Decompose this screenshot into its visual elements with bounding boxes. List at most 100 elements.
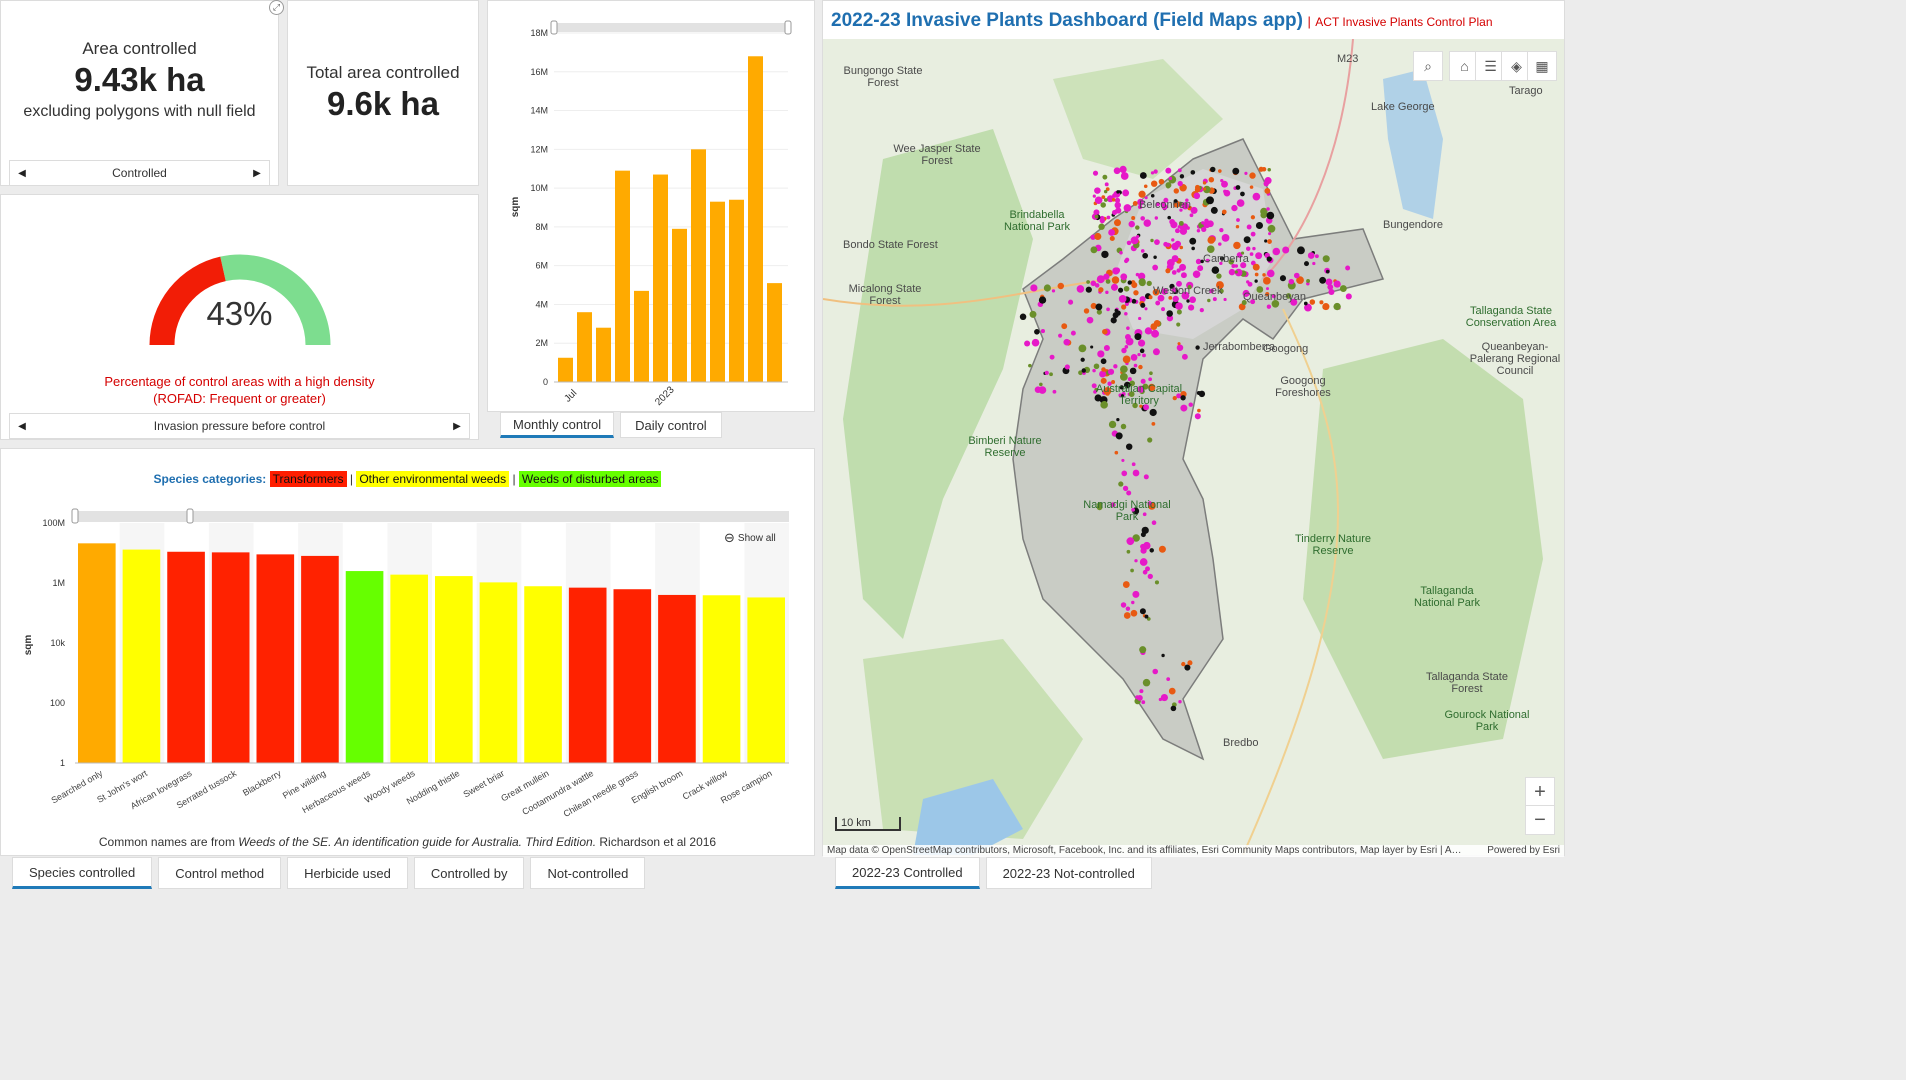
tab-species-controlled[interactable]: Species controlled: [12, 857, 153, 889]
chart-scrollbar[interactable]: [75, 511, 789, 522]
control-point: [1129, 367, 1137, 375]
control-point: [1064, 364, 1070, 370]
nav-next-icon[interactable]: ▶: [253, 167, 261, 179]
control-point: [1293, 272, 1300, 279]
map-plan-link[interactable]: ACT Invasive Plants Control Plan: [1315, 15, 1493, 29]
chart-scrollbar[interactable]: [554, 23, 788, 32]
control-point: [1131, 216, 1136, 221]
control-point: [1100, 202, 1106, 208]
tab-control-method[interactable]: Control method: [158, 857, 282, 889]
species-bar[interactable]: [345, 571, 384, 763]
control-point: [1180, 404, 1188, 412]
control-point: [1217, 169, 1222, 173]
monthly-bar[interactable]: [653, 174, 668, 382]
species-bar[interactable]: [435, 576, 473, 763]
tab-not-controlled[interactable]: Not-controlled: [530, 857, 646, 889]
monthly-bar[interactable]: [634, 290, 649, 382]
map-zoom-in-button[interactable]: +: [1525, 777, 1555, 807]
monthly-bar[interactable]: [577, 312, 592, 382]
map-place-label: Lake George: [1371, 101, 1435, 113]
show-all-button[interactable]: ⊖ Show all: [724, 530, 776, 546]
scroll-handle-start[interactable]: [71, 508, 79, 524]
tab-controlled-by[interactable]: Controlled by: [413, 857, 525, 889]
control-point: [1107, 368, 1115, 375]
species-bar[interactable]: [658, 594, 696, 763]
control-point: [1138, 272, 1146, 280]
control-point: [1132, 201, 1138, 206]
control-point: [1265, 287, 1270, 291]
tab-daily-control[interactable]: Daily control: [620, 412, 722, 438]
tab-herbicide-used[interactable]: Herbicide used: [287, 857, 408, 889]
control-point: [1116, 190, 1120, 194]
control-point: [1165, 167, 1172, 174]
map-zoom-out-button[interactable]: −: [1525, 805, 1555, 835]
control-point: [1142, 678, 1151, 687]
control-point: [1176, 344, 1184, 351]
footnote-source: Weeds of the SE. An identification guide…: [238, 835, 597, 849]
control-point: [1219, 256, 1225, 261]
tab-2022-23-not-controlled[interactable]: 2022-23 Not-controlled: [985, 857, 1152, 889]
control-point: [1155, 201, 1160, 207]
nav-prev-icon[interactable]: ◀: [18, 420, 26, 432]
control-point: [1245, 246, 1251, 251]
control-point: [1246, 280, 1250, 284]
monthly-bar[interactable]: [596, 327, 611, 382]
species-bar[interactable]: [479, 582, 518, 763]
species-bar[interactable]: [122, 549, 161, 763]
species-bar[interactable]: [524, 586, 562, 763]
expand-icon[interactable]: ⤢: [269, 0, 284, 15]
control-point: [1325, 278, 1333, 286]
species-bar[interactable]: [747, 597, 785, 763]
map-home-button[interactable]: ⌂: [1449, 51, 1479, 81]
tab-monthly-control[interactable]: Monthly control: [500, 412, 615, 438]
monthly-bar[interactable]: [748, 56, 763, 383]
map-attribution-bar: Map data © OpenStreetMap contributors, M…: [823, 845, 1564, 857]
control-point: [1092, 170, 1099, 176]
scroll-handle-start[interactable]: [550, 20, 558, 35]
control-point: [1140, 216, 1146, 221]
control-point: [1061, 323, 1068, 330]
control-point: [1181, 202, 1189, 210]
control-point: [1243, 236, 1251, 244]
monthly-bar[interactable]: [710, 201, 725, 382]
control-point: [1197, 265, 1204, 272]
control-point: [1068, 299, 1074, 305]
monthly-bar[interactable]: [729, 199, 744, 382]
control-point: [1131, 462, 1136, 467]
species-bar[interactable]: [568, 587, 607, 763]
species-bar[interactable]: [613, 589, 652, 763]
monthly-bar[interactable]: [672, 228, 687, 382]
scroll-handle-end[interactable]: [784, 20, 792, 35]
species-bar[interactable]: [301, 555, 339, 763]
nav-next-icon[interactable]: ▶: [453, 420, 461, 432]
control-point: [1086, 280, 1090, 284]
monthly-bar[interactable]: [691, 149, 706, 382]
map-search-button[interactable]: ⌕: [1413, 51, 1443, 81]
control-point: [1139, 689, 1144, 694]
species-bar[interactable]: [78, 543, 116, 763]
scroll-handle-end[interactable]: [186, 508, 194, 524]
species-bar[interactable]: [390, 574, 428, 763]
nav-prev-icon[interactable]: ◀: [18, 167, 26, 179]
zoom-out-icon: ⊖: [724, 530, 735, 545]
map-canvas[interactable]: Bungongo State Forest Wee Jasper State Fo…: [823, 39, 1564, 855]
monthly-bar[interactable]: [767, 283, 782, 382]
control-point: [1114, 197, 1121, 203]
species-bar[interactable]: [211, 552, 250, 763]
species-bar[interactable]: [256, 554, 295, 763]
map-legend-button[interactable]: ☰: [1475, 51, 1505, 81]
control-point: [1200, 259, 1204, 264]
control-point: [1119, 250, 1123, 255]
species-bar[interactable]: [167, 551, 205, 763]
monthly-bar[interactable]: [558, 357, 573, 382]
map-layers-button[interactable]: ◈: [1501, 51, 1531, 81]
tab-2022-23-controlled[interactable]: 2022-23 Controlled: [835, 857, 980, 889]
control-point: [1120, 365, 1128, 374]
map-basemap-gallery-button[interactable]: ▦: [1527, 51, 1557, 81]
species-bar[interactable]: [702, 595, 741, 763]
monthly-bar[interactable]: [615, 170, 630, 382]
control-point: [1319, 276, 1327, 284]
map-place-label: Bredbo: [1223, 737, 1259, 749]
map-powered-by[interactable]: Powered by Esri: [1487, 845, 1560, 856]
